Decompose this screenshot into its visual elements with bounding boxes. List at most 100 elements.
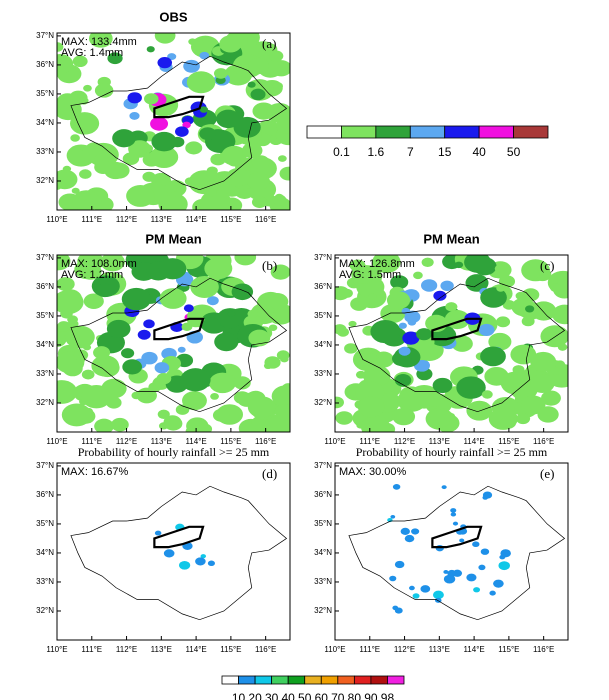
rain-patch bbox=[107, 52, 123, 65]
rain-patch bbox=[276, 117, 290, 134]
rain-patch bbox=[247, 309, 259, 319]
rain-patch bbox=[241, 164, 251, 172]
rain-patch bbox=[199, 106, 208, 113]
rain-patch bbox=[360, 415, 391, 432]
rain-patch bbox=[231, 283, 254, 301]
rain-patch bbox=[402, 331, 420, 345]
lon-label: 112°E bbox=[116, 215, 137, 224]
colorbar-box bbox=[304, 675, 322, 685]
probability-patch bbox=[389, 575, 397, 582]
lon-label: 114°E bbox=[463, 437, 484, 446]
rain-patch bbox=[188, 38, 197, 45]
rain-patch bbox=[157, 57, 173, 69]
colorbar-label: 60 bbox=[315, 691, 329, 700]
panel-title: PM Mean bbox=[423, 231, 479, 246]
lon-label: 112°E bbox=[394, 645, 415, 654]
lat-label: 37°N bbox=[36, 253, 54, 262]
rain-patch bbox=[512, 365, 525, 375]
lat-label: 36°N bbox=[36, 60, 54, 69]
probability-patch bbox=[443, 570, 449, 574]
rain-patch bbox=[520, 395, 546, 415]
max-annotation: MAX: 108.0mm bbox=[61, 258, 137, 270]
lat-label: 36°N bbox=[314, 490, 332, 499]
probability-patch bbox=[466, 573, 477, 582]
lat-label: 37°N bbox=[314, 253, 332, 262]
rain-patch bbox=[221, 145, 247, 166]
rain-patch bbox=[175, 126, 189, 137]
probability-patch bbox=[404, 534, 415, 543]
colorbar-label: 40 bbox=[282, 691, 296, 700]
rain-patch bbox=[357, 396, 385, 418]
lon-label: 111°E bbox=[81, 437, 102, 446]
rain-patch bbox=[183, 304, 194, 313]
lat-label: 35°N bbox=[314, 519, 332, 528]
rain-patch bbox=[214, 332, 239, 352]
colorbar-box bbox=[306, 125, 342, 139]
rain-patch bbox=[276, 350, 290, 361]
rain-patch bbox=[167, 184, 178, 193]
rain-patch bbox=[57, 169, 78, 190]
rain-patch bbox=[202, 317, 221, 331]
colorbar-box bbox=[271, 675, 289, 685]
rain-patch bbox=[440, 280, 454, 291]
rain-patch bbox=[210, 393, 219, 400]
lon-label: 110°E bbox=[324, 645, 345, 654]
lon-label: 111°E bbox=[81, 215, 102, 224]
probability-patch bbox=[154, 530, 162, 536]
rain-patch bbox=[95, 358, 120, 378]
rain-patch bbox=[269, 50, 284, 62]
rain-patch bbox=[392, 407, 416, 426]
colorbar-label: 80 bbox=[348, 691, 362, 700]
field bbox=[57, 33, 290, 210]
city-outline bbox=[153, 525, 205, 549]
rain-patch bbox=[199, 127, 217, 141]
rain-patch bbox=[480, 287, 507, 308]
panel-subtitle: Probability of hourly rainfall >= 25 mm bbox=[78, 445, 270, 459]
rain-patch bbox=[271, 385, 290, 408]
lon-label: 113°E bbox=[151, 645, 172, 654]
field bbox=[57, 255, 290, 432]
rain-patch bbox=[537, 406, 559, 423]
rain-patch bbox=[432, 377, 453, 394]
lat-label: 34°N bbox=[36, 340, 54, 349]
colorbar-box bbox=[387, 675, 405, 685]
rain-patch bbox=[433, 290, 447, 301]
probability-patch bbox=[195, 557, 206, 566]
rain-patch bbox=[530, 374, 555, 393]
probability-patch bbox=[493, 579, 504, 588]
rain-patch bbox=[420, 279, 438, 292]
rain-patch bbox=[70, 134, 80, 142]
colorbar-box bbox=[238, 675, 256, 685]
rain-patch bbox=[248, 57, 270, 75]
rain-patch bbox=[94, 160, 113, 175]
lon-label: 112°E bbox=[394, 437, 415, 446]
rain-patch bbox=[478, 323, 495, 336]
probability-patch bbox=[394, 560, 405, 569]
rain-patch bbox=[241, 142, 263, 159]
province-outline bbox=[348, 485, 566, 621]
rain-patch bbox=[83, 293, 104, 309]
lat-label: 36°N bbox=[314, 282, 332, 291]
colorbar-label: 30 bbox=[265, 691, 279, 700]
lat-label: 33°N bbox=[314, 577, 332, 586]
rain-patch bbox=[146, 46, 155, 53]
probability-patch bbox=[478, 564, 486, 571]
lon-label: 114°E bbox=[185, 437, 206, 446]
rain-patch bbox=[151, 131, 177, 152]
probability-patch bbox=[207, 560, 215, 567]
colorbar-box bbox=[320, 675, 339, 685]
panel-label: (d) bbox=[262, 466, 277, 481]
lat-label: 33°N bbox=[36, 147, 54, 156]
lat-label: 32°N bbox=[314, 398, 332, 407]
lat-label: 32°N bbox=[36, 398, 54, 407]
lat-label: 32°N bbox=[36, 606, 54, 615]
probability-patch bbox=[472, 541, 480, 548]
rain-patch bbox=[182, 391, 207, 411]
rain-patch bbox=[531, 301, 557, 321]
city-outline bbox=[431, 525, 483, 549]
rain-patch bbox=[413, 271, 423, 280]
lat-label: 34°N bbox=[314, 340, 332, 349]
rain-patch bbox=[180, 368, 211, 392]
rain-patch bbox=[122, 359, 143, 375]
province-outline bbox=[348, 277, 566, 413]
